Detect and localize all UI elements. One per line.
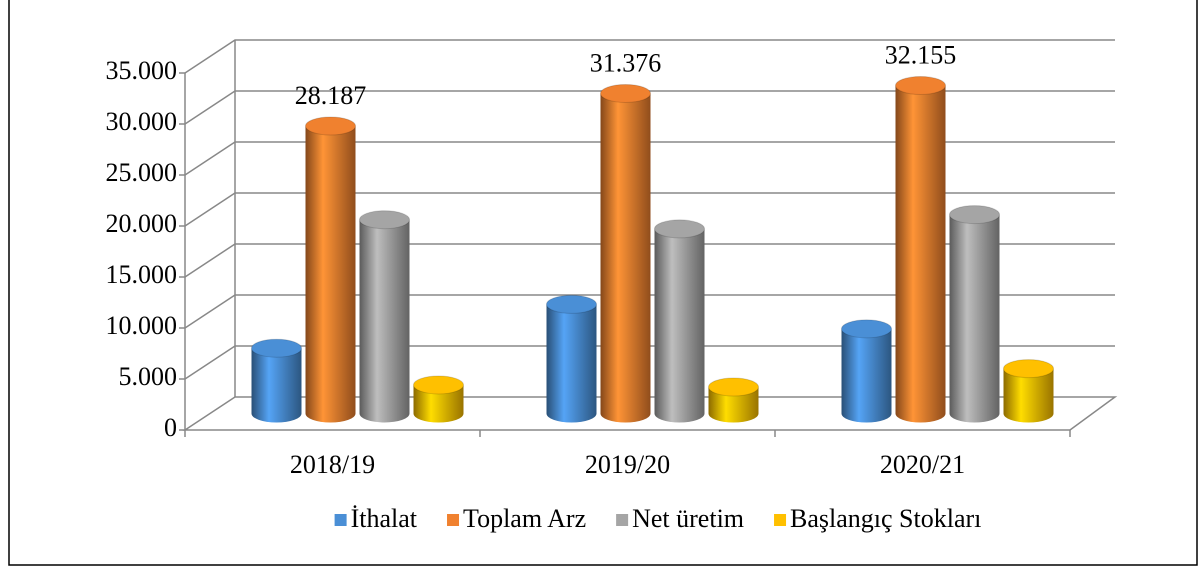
data-label: 31.376 <box>590 48 662 77</box>
grid-line <box>184 294 1115 329</box>
x-tick-label: 2019/20 <box>585 450 670 479</box>
data-label: 28.187 <box>295 81 367 110</box>
legend-label: Toplam Arz <box>463 504 586 533</box>
legend-swatch <box>774 514 787 526</box>
y-tick-label: 25.000 <box>106 158 178 187</box>
bar-top <box>949 205 1000 225</box>
bar-top <box>546 294 597 314</box>
bar-top <box>600 83 651 103</box>
bar-top <box>841 319 892 339</box>
bar-top <box>708 377 759 397</box>
bar <box>708 386 759 423</box>
y-tick-label: 35.000 <box>106 56 178 85</box>
bar <box>600 93 651 423</box>
y-tick-label: 30.000 <box>106 107 178 136</box>
bar-top <box>359 210 410 230</box>
bar-top <box>251 338 302 358</box>
y-tick-label: 10.000 <box>106 311 178 340</box>
legend-swatch <box>447 514 460 526</box>
bar <box>413 384 464 423</box>
y-tick-label: 5.000 <box>119 362 178 391</box>
bar <box>359 219 410 423</box>
bar-top <box>895 76 946 96</box>
bar <box>654 228 705 423</box>
bar <box>841 328 892 423</box>
bar <box>251 348 302 423</box>
data-label: 32.155 <box>885 40 957 69</box>
x-tick-label: 2018/19 <box>290 450 375 479</box>
grid-line <box>184 141 1115 176</box>
bar <box>895 85 946 423</box>
bar-top <box>654 219 705 239</box>
legend-label: İthalat <box>351 504 418 533</box>
bar-top <box>413 375 464 395</box>
grid-line <box>184 39 1115 74</box>
frame <box>8 0 1198 566</box>
bar-top <box>305 116 356 136</box>
legend-label: Net üretim <box>632 504 744 533</box>
bar <box>1003 368 1054 423</box>
grid-line <box>184 345 1115 380</box>
grid-line <box>184 90 1115 125</box>
bar <box>546 304 597 423</box>
legend-swatch <box>616 514 629 526</box>
x-tick-label: 2020/21 <box>880 450 965 479</box>
legend-label: Başlangıç Stokları <box>790 504 981 533</box>
bar-top <box>1003 359 1054 379</box>
legend-swatch <box>334 514 347 526</box>
bar <box>949 214 1000 423</box>
y-tick-label: 15.000 <box>106 260 178 289</box>
bar <box>305 125 356 423</box>
grid-line <box>184 243 1115 278</box>
grid-line <box>184 192 1115 227</box>
y-tick-label: 0 <box>164 413 177 442</box>
y-tick-label: 20.000 <box>106 209 178 238</box>
